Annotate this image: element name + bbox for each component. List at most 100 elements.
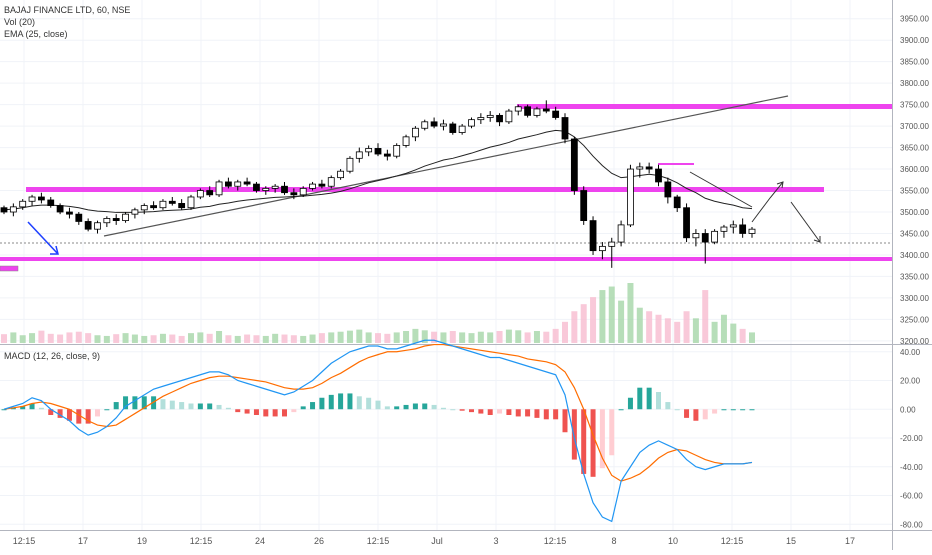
time-tick-label: 12:15 xyxy=(544,536,567,546)
candle-body xyxy=(542,108,550,112)
volume-bar xyxy=(57,334,64,343)
macd-histogram-bar xyxy=(637,387,643,410)
macd-histogram-bar xyxy=(263,409,269,417)
volume-bar xyxy=(290,335,297,343)
blue-arrow xyxy=(27,221,59,255)
candle-body xyxy=(636,166,644,170)
volume-bar xyxy=(38,330,45,343)
macd-histogram-bar xyxy=(431,404,437,410)
macd-histogram-bar xyxy=(534,409,540,418)
candle-body xyxy=(739,224,747,234)
macd-histogram-bar xyxy=(665,402,671,410)
candle-body xyxy=(94,222,101,230)
candle-body xyxy=(655,168,662,183)
macd-histogram-bar xyxy=(721,409,727,411)
volume-bar xyxy=(749,332,755,343)
volume-bar xyxy=(131,334,138,343)
candle-body xyxy=(561,117,569,140)
volume-bar xyxy=(19,335,26,343)
macd-histogram-bar xyxy=(29,403,35,410)
volume-bar xyxy=(421,330,428,343)
symbol-title[interactable]: BAJAJ FINANCE LTD, 60, NSE xyxy=(4,5,131,15)
volume-bar xyxy=(10,332,17,343)
volume-bar xyxy=(122,333,129,343)
candle-body xyxy=(486,114,494,118)
ema-indicator-label[interactable]: EMA (25, close) xyxy=(4,29,68,39)
candle-body xyxy=(468,119,475,127)
candle-body xyxy=(290,192,298,196)
price-tick-label: 3300.00 xyxy=(900,294,929,303)
price-tick-label: 3500.00 xyxy=(900,208,929,217)
candle-body xyxy=(150,205,158,209)
volume-bar xyxy=(683,311,690,343)
volume-bar xyxy=(169,334,176,343)
candle-body xyxy=(38,196,45,201)
projection-arrow-up-head xyxy=(776,181,784,189)
volume-bar xyxy=(730,323,737,343)
macd-histogram-bar xyxy=(497,409,503,414)
price-tick-label: 3450.00 xyxy=(900,229,929,238)
macd-histogram-bar xyxy=(646,387,652,410)
candle-body xyxy=(393,145,401,157)
macd-histogram-bar xyxy=(282,409,287,417)
volume-bar xyxy=(692,318,699,343)
price-tick-label: 3350.00 xyxy=(900,272,929,281)
macd-indicator-label[interactable]: MACD (12, 26, close, 9) xyxy=(4,351,101,361)
candle-body xyxy=(281,185,288,194)
macd-tick-label: 20.00 xyxy=(900,377,921,386)
macd-histogram-bar xyxy=(693,409,699,421)
candle-body xyxy=(0,207,8,213)
volume-bar xyxy=(524,332,531,343)
macd-histogram-bar xyxy=(347,393,353,410)
time-tick-label: Jul xyxy=(431,536,443,546)
candle-body xyxy=(458,125,466,133)
volume-bar xyxy=(85,333,92,343)
candle-body xyxy=(140,205,148,211)
time-tick-label: 17 xyxy=(845,536,855,546)
macd-histogram-bar xyxy=(440,407,446,410)
macd-histogram-bar xyxy=(553,409,559,420)
time-tick-label: 12:15 xyxy=(367,536,390,546)
macd-histogram-bar xyxy=(581,409,587,474)
price-tick-label: 3650.00 xyxy=(900,144,929,153)
volume-bar xyxy=(356,329,363,343)
volume-indicator-label[interactable]: Vol (20) xyxy=(4,17,36,27)
macd-histogram-bar xyxy=(422,403,428,410)
volume-bar xyxy=(505,329,512,343)
volume-bar xyxy=(599,290,606,343)
price-tick-label: 3950.00 xyxy=(900,15,929,24)
candle-body xyxy=(309,183,316,189)
price-tick-label: 3400.00 xyxy=(900,251,929,260)
candle-body xyxy=(430,121,438,127)
candle-body xyxy=(66,211,73,215)
macd-histogram-bar xyxy=(216,404,222,410)
chart-legend: BAJAJ FINANCE LTD, 60, NSE Vol (20) EMA … xyxy=(4,4,130,40)
projection-arrow-up xyxy=(751,181,784,223)
candle-body xyxy=(318,183,326,187)
price-tick-label: 3800.00 xyxy=(900,79,929,88)
macd-histogram-bar xyxy=(160,399,166,410)
volume-bar xyxy=(113,334,120,343)
macd-histogram-bar xyxy=(244,409,250,414)
volume-bar xyxy=(655,314,662,343)
macd-histogram-bar xyxy=(253,409,259,415)
macd-histogram-bar xyxy=(151,396,157,410)
candle-body xyxy=(112,218,120,221)
macd-histogram-bar xyxy=(469,409,474,413)
trend-line xyxy=(103,95,789,237)
macd-histogram-bar xyxy=(48,409,54,415)
macd-tick-label: 40.00 xyxy=(900,348,921,357)
time-tick-label: 24 xyxy=(255,536,265,546)
macd-histogram-bar xyxy=(525,409,531,417)
macd-histogram-bar xyxy=(562,409,568,433)
volume-bar xyxy=(47,333,54,343)
macd-histogram-bar xyxy=(272,409,278,417)
volume-bar xyxy=(309,334,316,343)
price-tick-label: 3700.00 xyxy=(900,122,929,131)
macd-histogram-bar xyxy=(515,409,521,417)
macd-histogram-bar xyxy=(403,404,409,410)
candle-body xyxy=(664,181,672,198)
candle-body xyxy=(28,196,36,202)
volume-bar xyxy=(375,333,381,343)
